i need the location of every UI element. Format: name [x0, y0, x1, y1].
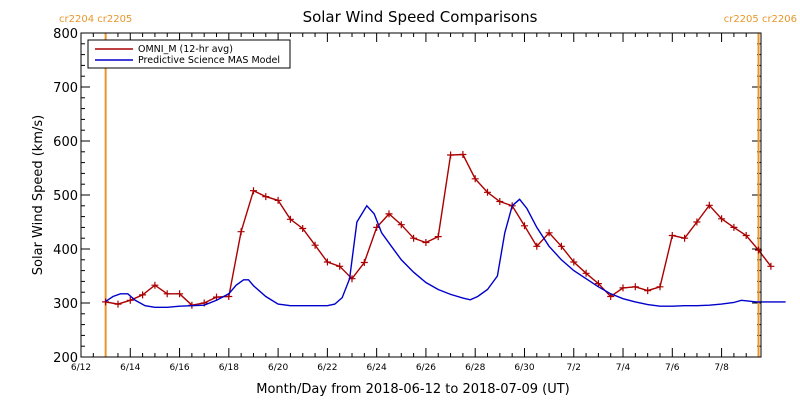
data-point-omni: [459, 151, 467, 158]
data-point-omni: [163, 290, 171, 298]
x-tick-label: 6/28: [465, 363, 485, 373]
axes-layer: 200 300 400 500 600 700 800 6/12 6/14 6/16 6/18 6/2…: [53, 27, 761, 373]
chart-title: Solar Wind Speed Comparisons: [303, 8, 538, 26]
y-tick-label: 300: [53, 297, 78, 312]
x-tick-label: 6/22: [317, 363, 337, 373]
data-point-omni: [422, 239, 430, 246]
data-point-omni: [521, 222, 528, 230]
x-tick-label: 6/12: [71, 363, 91, 373]
x-tick-label: 6/26: [416, 363, 436, 373]
data-point-omni: [693, 218, 701, 226]
data-point-omni: [656, 283, 664, 291]
data-point-omni: [582, 269, 590, 277]
y-tick-label: 200: [53, 351, 78, 366]
legend-box: [87, 39, 291, 69]
data-point-omni: [114, 300, 122, 308]
data-point-omni: [434, 233, 442, 241]
data-point-omni: [681, 234, 689, 242]
x-tick-label: 7/2: [567, 363, 581, 373]
data-point-omni: [644, 287, 652, 295]
x-tick-label: 6/30: [514, 363, 534, 373]
legend: OMNI_M (12-hr avg) Predictive Science MA…: [87, 39, 291, 69]
data-point-omni: [360, 259, 368, 266]
data-point-omni: [570, 258, 578, 266]
data-point-omni: [385, 210, 393, 218]
data-point-omni: [410, 234, 418, 242]
data-point-omni: [705, 201, 713, 209]
data-point-omni: [250, 187, 257, 195]
x-tick-label: 6/16: [169, 363, 189, 373]
x-tick-label: 6/24: [367, 363, 387, 373]
data-point-omni: [730, 223, 738, 231]
legend-label-mas: Predictive Science MAS Model: [138, 55, 280, 66]
data-point-omni: [286, 215, 294, 223]
data-point-omni: [139, 291, 147, 299]
y-tick-label: 500: [53, 189, 78, 204]
y-tick-label: 700: [53, 81, 78, 96]
series-line-mas: [105, 198, 786, 308]
data-point-omni: [336, 262, 344, 270]
data-point-omni: [102, 298, 110, 306]
data-point-omni: [533, 242, 541, 250]
data-point-omni: [718, 215, 726, 223]
data-point-omni: [311, 241, 319, 249]
y-axis-label: Solar Wind Speed (km/s): [31, 115, 46, 275]
series-line-omni: [105, 153, 772, 306]
data-point-omni: [767, 262, 775, 270]
data-point-omni: [323, 258, 331, 266]
carrington-label-left: cr2204 cr2205: [59, 14, 132, 25]
legend-label-omni: OMNI_M (12-hr avg): [138, 44, 233, 55]
data-point-omni: [126, 296, 134, 304]
data-point-omni: [484, 188, 491, 196]
plot-frame: [80, 32, 762, 358]
data-point-omni: [176, 290, 184, 298]
y-tick-label: 600: [53, 135, 78, 150]
data-point-omni: [299, 225, 307, 232]
data-point-omni: [619, 284, 627, 292]
data-point-omni: [496, 198, 504, 205]
x-tick-label: 7/8: [714, 363, 729, 373]
x-axis-label: Month/Day from 2018-06-12 to 2018-07-09 …: [256, 382, 569, 397]
x-tick-label: 6/20: [268, 363, 288, 373]
series-layer: [102, 151, 786, 309]
x-tick-label: 7/4: [616, 363, 631, 373]
carrington-markers: [104, 33, 760, 357]
carrington-label-right: cr2205 cr2206: [724, 14, 797, 25]
y-tick-label: 400: [53, 243, 78, 258]
data-point-omni: [594, 280, 602, 288]
data-point-omni: [274, 196, 282, 204]
data-point-omni: [397, 221, 405, 229]
data-point-omni: [213, 293, 220, 301]
data-point-omni: [151, 281, 159, 289]
x-tick-label: 6/14: [120, 363, 140, 373]
data-point-omni: [668, 232, 676, 239]
x-tick-label: 6/18: [219, 363, 239, 373]
data-point-omni: [557, 242, 565, 250]
data-point-omni: [471, 175, 479, 183]
y-tick-label: 800: [53, 27, 78, 42]
data-point-omni: [631, 283, 639, 291]
data-point-omni: [742, 232, 750, 239]
data-point-omni: [237, 228, 245, 236]
data-point-omni: [447, 151, 455, 159]
x-tick-label: 7/6: [665, 363, 680, 373]
data-point-omni: [545, 229, 553, 237]
data-point-omni: [262, 193, 270, 201]
